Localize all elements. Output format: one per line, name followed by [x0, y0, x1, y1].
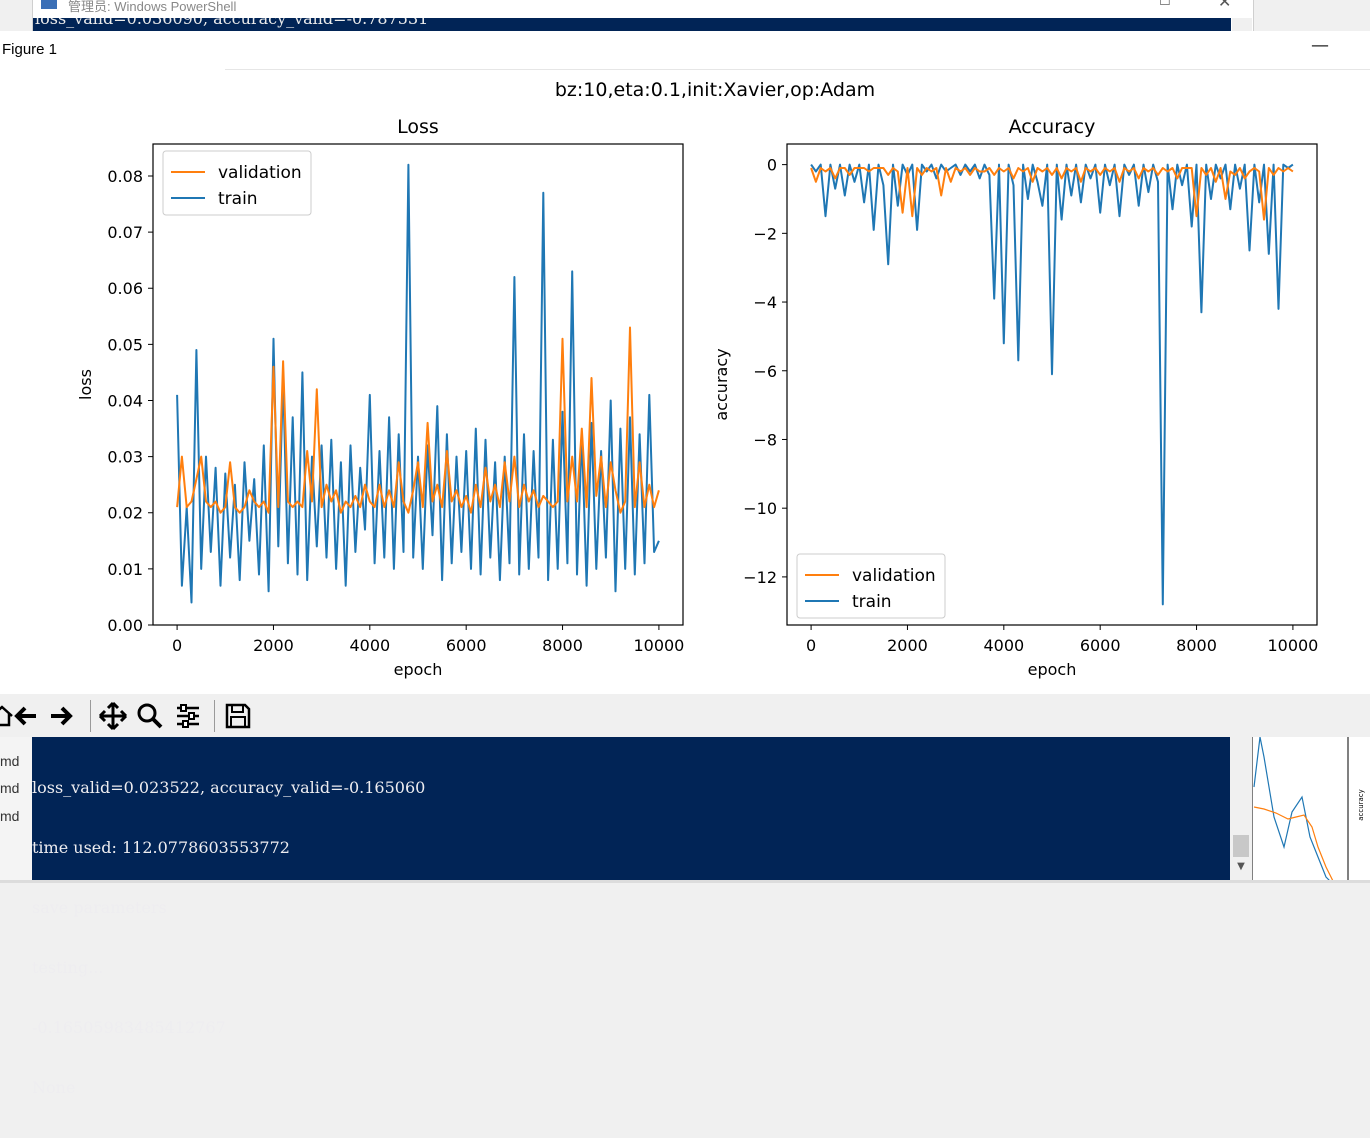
y-tick-label: 0.01	[107, 560, 143, 579]
series-line-train	[810, 163, 1294, 606]
pan-button[interactable]	[97, 700, 129, 732]
y-tick-label: −8	[753, 430, 777, 449]
side-label: md	[0, 753, 20, 769]
axes-frame	[152, 143, 684, 626]
x-tick-label: 2000	[253, 636, 294, 655]
figure-suptitle: bz:10,eta:0.1,init:Xavier,op:Adam	[555, 79, 875, 101]
y-tick-label: −12	[743, 568, 777, 587]
x-tick-label: 10000	[633, 636, 684, 655]
forward-icon	[51, 706, 73, 726]
side-label: md	[0, 780, 20, 796]
divider	[225, 69, 1370, 70]
y-tick-label: 0.00	[107, 616, 143, 635]
forward-button[interactable]	[45, 700, 77, 732]
series-line-validation	[176, 326, 660, 514]
series-line-validation	[810, 167, 1294, 221]
zoom-button[interactable]	[134, 700, 166, 732]
x-tick-label: 0	[806, 636, 816, 655]
plot-canvas[interactable]: bz:10,eta:0.1,init:Xavier,op:Adam 0 2000 40…	[0, 31, 1370, 694]
scroll-down-arrow-icon[interactable]: ▼	[1237, 861, 1245, 872]
thumbnail-train-line	[1253, 736, 1333, 884]
thumbnail-chart-window[interactable]: accuracy	[1251, 736, 1370, 884]
y-axis-label: loss	[76, 369, 95, 400]
powershell-icon	[41, 0, 57, 9]
close-button[interactable]: ✕	[1218, 0, 1232, 11]
figure-titlebar[interactable]: Figure 1 —	[0, 31, 1370, 69]
console-line: save parameters	[32, 898, 167, 917]
maximize-button[interactable]: ☐	[1159, 0, 1171, 9]
home-button[interactable]	[0, 700, 18, 732]
scrollbar-thumb[interactable]	[1233, 835, 1249, 857]
legend-label: train	[852, 592, 892, 612]
console-line: time used: 112.0778603553772	[32, 838, 290, 857]
x-tick-label: 4000	[983, 636, 1024, 655]
y-tick-label: 0.08	[107, 167, 143, 186]
x-tick-label: 8000	[542, 636, 583, 655]
console-line: None	[32, 1078, 76, 1097]
side-label: md	[0, 808, 20, 824]
toolbar-separator	[214, 700, 215, 732]
y-tick-label: 0.02	[107, 504, 143, 523]
back-button[interactable]	[10, 700, 42, 732]
x-tick-label: 6000	[1080, 636, 1121, 655]
legend-label: validation	[218, 163, 302, 183]
y-tick-label: −6	[753, 362, 777, 381]
x-axis-label: epoch	[394, 660, 443, 679]
left-window-strip: md md md	[0, 737, 32, 883]
console-output: loss_valid=0.023522, accuracy_valid=-0.1…	[32, 738, 425, 1138]
powershell-console[interactable]: loss_valid=0.023522, accuracy_valid=-0.1…	[32, 737, 1230, 1097]
y-tick-label: −4	[753, 293, 777, 312]
figure-toolbar	[0, 694, 1370, 737]
powershell-console-top[interactable]: loss_valid=0.036090, accuracy_valid=-0.7…	[33, 18, 1231, 32]
figure-window[interactable]: Figure 1 — bz:10,eta:0.1,init:Xavier,op:…	[0, 31, 1370, 737]
thumbnail-ylabel: accuracy	[1357, 789, 1365, 821]
save-icon	[225, 703, 251, 729]
pan-icon	[98, 701, 128, 731]
console-scrollbar[interactable]: ▼	[1230, 737, 1252, 880]
console-line: loss_valid=0.036090, accuracy_valid=-0.7…	[35, 18, 429, 28]
thumbnail-chart: accuracy	[1251, 736, 1365, 884]
x-tick-label: 8000	[1176, 636, 1217, 655]
x-tick-label: 4000	[349, 636, 390, 655]
y-tick-label: 0.06	[107, 279, 143, 298]
save-button[interactable]	[222, 700, 254, 732]
thumbnail-validation-line	[1253, 806, 1335, 884]
legend-label: validation	[852, 566, 936, 586]
minimize-button[interactable]: —	[1311, 35, 1329, 56]
y-tick-label: 0.03	[107, 448, 143, 467]
y-tick-label: −2	[753, 224, 777, 243]
console-line: -0.16505983485412767	[32, 1018, 226, 1037]
x-tick-label: 10000	[1267, 636, 1318, 655]
scrollbar[interactable]	[1232, 18, 1252, 32]
powershell-window-title: 管理员: Windows PowerShell	[68, 0, 237, 14]
configure-subplots-button[interactable]	[172, 700, 204, 732]
y-tick-label: 0.07	[107, 223, 143, 242]
y-tick-label: 0.04	[107, 391, 143, 410]
series-line-train	[176, 163, 660, 604]
y-tick-label: −10	[743, 499, 777, 518]
y-axis-label: accuracy	[712, 348, 731, 420]
axes-title: Accuracy	[1009, 116, 1096, 138]
figure-title: Figure 1	[2, 41, 58, 58]
x-tick-label: 0	[172, 636, 182, 655]
x-tick-label: 2000	[887, 636, 928, 655]
y-tick-label: 0	[767, 156, 777, 175]
axes-title: Loss	[397, 116, 439, 138]
axes-frame	[786, 143, 1318, 626]
x-axis-label: epoch	[1028, 660, 1077, 679]
x-tick-label: 6000	[446, 636, 487, 655]
background-powershell-window[interactable]: 管理员: Windows PowerShell ☐ ✕ loss_valid=0…	[32, 0, 1254, 33]
console-line: testing...	[32, 958, 104, 977]
home-icon	[0, 705, 13, 727]
configure-subplots-icon	[177, 704, 199, 728]
toolbar-separator	[90, 700, 91, 732]
taskbar-edge	[0, 880, 1370, 883]
zoom-icon	[137, 703, 163, 729]
console-line: loss_valid=0.023522, accuracy_valid=-0.1…	[32, 778, 426, 797]
y-tick-label: 0.05	[107, 335, 143, 354]
back-icon	[14, 706, 36, 726]
legend-label: train	[218, 189, 258, 209]
